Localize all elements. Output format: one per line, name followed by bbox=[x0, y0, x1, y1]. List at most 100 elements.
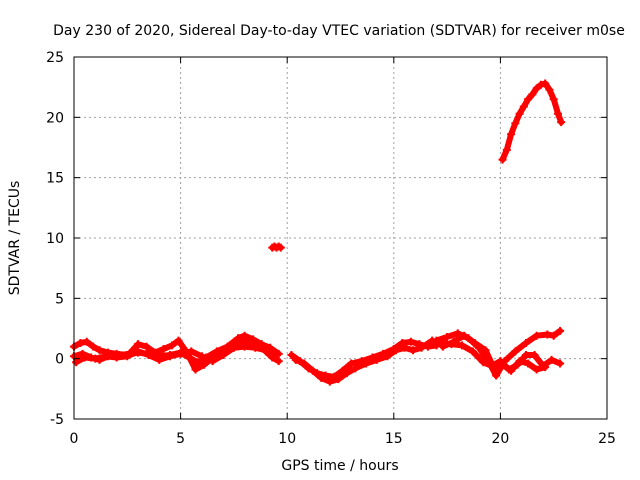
data-point bbox=[251, 343, 260, 352]
data-point bbox=[276, 243, 285, 252]
data-point bbox=[449, 337, 458, 346]
y-tick-label: 25 bbox=[46, 50, 64, 66]
x-tick-label: 5 bbox=[176, 431, 185, 447]
data-point bbox=[400, 343, 409, 352]
y-tick-label: 20 bbox=[46, 110, 64, 126]
data-point bbox=[543, 330, 552, 339]
data-point bbox=[89, 342, 98, 351]
data-point bbox=[547, 355, 556, 364]
data-point bbox=[242, 336, 251, 345]
data-point bbox=[308, 366, 317, 375]
data-point bbox=[191, 365, 200, 374]
data-point bbox=[101, 352, 110, 361]
y-tick-label: 5 bbox=[55, 291, 64, 307]
data-point bbox=[468, 347, 477, 356]
data-point bbox=[532, 365, 541, 374]
y-axis-label: SDTVAR / TECUs bbox=[7, 181, 23, 296]
series-arc-20h bbox=[498, 79, 566, 164]
data-point bbox=[142, 342, 151, 351]
data-point bbox=[342, 369, 351, 378]
data-point bbox=[229, 343, 238, 352]
x-tick-label: 0 bbox=[70, 431, 79, 447]
data-point bbox=[532, 331, 541, 340]
data-point bbox=[511, 119, 520, 128]
data-point bbox=[291, 355, 300, 364]
data-point bbox=[460, 331, 469, 340]
data-point bbox=[272, 349, 281, 358]
data-point bbox=[159, 345, 168, 354]
data-point bbox=[383, 352, 392, 361]
data-point bbox=[507, 130, 516, 139]
data-point bbox=[458, 341, 467, 350]
data-point bbox=[515, 357, 524, 366]
data-point bbox=[76, 338, 85, 347]
data-point bbox=[556, 326, 565, 335]
data-point bbox=[347, 359, 356, 368]
data-point bbox=[155, 355, 164, 364]
data-point bbox=[519, 102, 528, 111]
y-tick-label: -5 bbox=[50, 412, 64, 428]
data-point bbox=[406, 337, 415, 346]
data-point bbox=[524, 95, 533, 104]
data-point bbox=[197, 352, 206, 361]
data-point bbox=[287, 351, 296, 360]
data-point bbox=[80, 353, 89, 362]
data-point bbox=[557, 118, 566, 127]
data-points bbox=[70, 79, 566, 386]
data-point bbox=[490, 364, 499, 373]
data-point bbox=[208, 357, 217, 366]
data-point bbox=[556, 359, 565, 368]
data-point bbox=[541, 79, 550, 88]
x-tick-label: 20 bbox=[491, 431, 509, 447]
data-point bbox=[95, 346, 104, 355]
data-point bbox=[498, 360, 507, 369]
data-point bbox=[470, 338, 479, 347]
data-point bbox=[438, 342, 447, 351]
grid-lines bbox=[74, 57, 607, 419]
data-point bbox=[443, 332, 452, 341]
data-point bbox=[174, 336, 183, 345]
series-track-8 bbox=[438, 331, 550, 375]
data-point bbox=[515, 109, 524, 118]
data-point bbox=[492, 371, 501, 380]
data-point bbox=[521, 338, 530, 347]
data-point bbox=[168, 341, 177, 350]
data-point bbox=[528, 90, 537, 99]
data-point bbox=[219, 351, 228, 360]
data-point bbox=[300, 359, 309, 368]
data-point bbox=[133, 340, 142, 349]
y-tick-label: 15 bbox=[46, 171, 64, 187]
data-point bbox=[530, 351, 539, 360]
data-point bbox=[372, 355, 381, 364]
data-point bbox=[549, 331, 558, 340]
data-point bbox=[240, 342, 249, 351]
data-point bbox=[541, 363, 550, 372]
x-tick-label: 25 bbox=[598, 431, 616, 447]
data-point bbox=[176, 349, 185, 358]
series-track-5 bbox=[291, 336, 437, 386]
data-point bbox=[274, 357, 283, 366]
data-point bbox=[498, 155, 507, 164]
data-point bbox=[502, 145, 511, 154]
data-point bbox=[144, 351, 153, 360]
x-axis-label: GPS time / hours bbox=[281, 458, 398, 474]
data-point bbox=[200, 360, 209, 369]
y-tick-label: 0 bbox=[55, 352, 64, 368]
data-point bbox=[112, 353, 121, 362]
data-point bbox=[532, 84, 541, 93]
series-isolated-9.5h bbox=[268, 242, 285, 252]
x-tick-label: 15 bbox=[385, 431, 403, 447]
data-point bbox=[521, 351, 530, 360]
series-track-4 bbox=[287, 337, 441, 381]
data-point bbox=[133, 347, 142, 356]
data-point bbox=[165, 352, 174, 361]
chart-title: Day 230 of 2020, Sidereal Day-to-day VTE… bbox=[53, 23, 625, 39]
data-point bbox=[91, 354, 100, 363]
data-point bbox=[325, 377, 334, 386]
series-track-3 bbox=[72, 342, 281, 367]
series-track-6 bbox=[432, 326, 565, 380]
data-point bbox=[351, 364, 360, 373]
series-band bbox=[292, 337, 436, 385]
data-point bbox=[479, 358, 488, 367]
